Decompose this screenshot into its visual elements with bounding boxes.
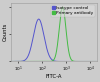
Isotype control xyxy=(50,57,51,58)
Legend: Isotype control, Primary antibody: Isotype control, Primary antibody xyxy=(51,5,95,17)
Primary antibody xyxy=(62,7,63,8)
Isotype control xyxy=(97,61,98,62)
X-axis label: FITC-A: FITC-A xyxy=(46,74,62,79)
Primary antibody xyxy=(68,51,69,52)
Y-axis label: Counts: Counts xyxy=(3,23,8,41)
Isotype control xyxy=(38,19,39,20)
Isotype control xyxy=(33,36,34,37)
Primary antibody xyxy=(61,8,62,9)
Primary antibody xyxy=(33,61,34,62)
Primary antibody xyxy=(50,61,51,62)
Primary antibody xyxy=(97,61,98,62)
Line: Isotype control: Isotype control xyxy=(11,19,97,61)
Line: Primary antibody: Primary antibody xyxy=(11,7,97,61)
Primary antibody xyxy=(26,61,27,62)
Primary antibody xyxy=(11,61,12,62)
Isotype control xyxy=(76,61,77,62)
Isotype control xyxy=(68,61,69,62)
Isotype control xyxy=(26,58,27,59)
Isotype control xyxy=(11,61,12,62)
Primary antibody xyxy=(76,61,77,62)
Isotype control xyxy=(62,61,63,62)
